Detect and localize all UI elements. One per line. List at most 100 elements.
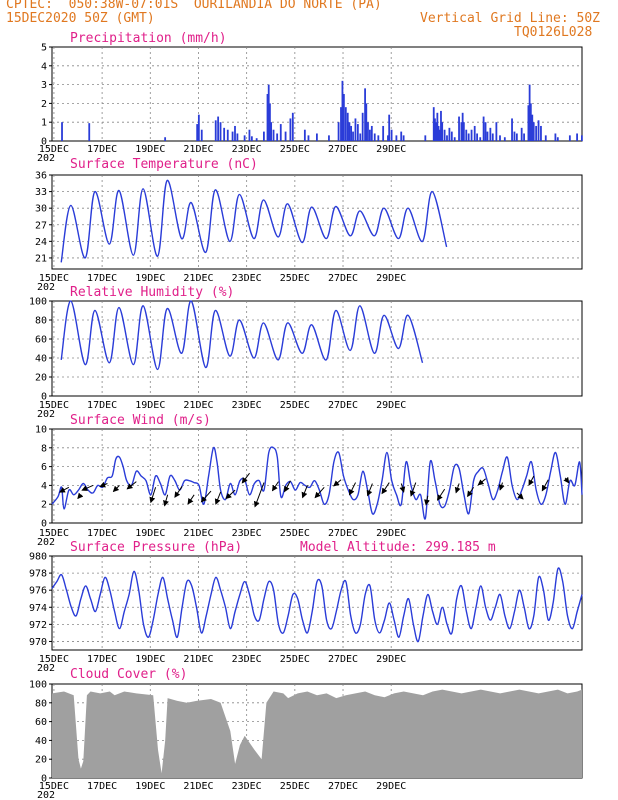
panel-title: Surface Wind (m/s) — [70, 413, 211, 428]
plot-frame — [51, 174, 583, 270]
x-tick-label: 29DEC — [376, 273, 406, 284]
precip-bar — [223, 127, 226, 141]
x-tick-label: 29DEC — [376, 654, 406, 665]
y-tick-label: 80 — [35, 698, 47, 709]
x-tick-label: 27DEC — [328, 654, 358, 665]
precip-bar — [435, 122, 438, 141]
header-date: 15DEC2020 50Z (GMT) — [6, 11, 155, 26]
wind-arrow — [424, 495, 430, 506]
x-tick-label: 27DEC — [328, 781, 358, 792]
precip-bar — [200, 129, 203, 141]
precip-bar — [356, 124, 359, 141]
y-tick-label: 10 — [35, 425, 47, 436]
x-year-label: 202 — [37, 282, 55, 293]
panel-subtitle: Model Altitude: 299.185 m — [300, 540, 496, 555]
x-tick-label: 19DEC — [135, 400, 165, 411]
precip-bar — [367, 122, 369, 141]
wind-arrow — [381, 482, 390, 495]
precip-bar — [441, 122, 444, 141]
precip-bar — [344, 107, 347, 141]
x-year-label: 202 — [37, 153, 55, 164]
precip-bar — [266, 94, 269, 141]
precip-bar — [568, 135, 571, 141]
precip-bar — [473, 125, 476, 141]
precip-bar — [424, 135, 427, 141]
header-grid-line: Vertical Grid Line: 50Z — [420, 11, 601, 26]
precip-bar — [350, 125, 353, 141]
panel-3: 15DEC 17DEC 19DEC 21DEC 23DEC 25DEC 27DEC 29DEC… — [35, 413, 583, 548]
precip-bar — [532, 122, 535, 141]
y-tick-label: 0 — [41, 774, 47, 785]
precip-bar — [476, 133, 479, 141]
panel-title: Relative Humidity (%) — [70, 285, 234, 300]
x-tick-label: 17DEC — [87, 144, 117, 155]
precip-bar — [479, 137, 482, 141]
y-tick-label: 4 — [41, 481, 47, 492]
precip-bar — [196, 124, 199, 141]
wind-arrow — [200, 490, 212, 503]
precip-bar — [460, 122, 463, 141]
y-tick-label: 972 — [29, 620, 47, 631]
wind-arrow — [528, 475, 535, 486]
x-tick-label: 15DEC — [39, 781, 69, 792]
y-tick-label: 36 — [35, 171, 47, 182]
y-tick-label: 40 — [35, 736, 47, 747]
wind-arrow — [99, 481, 108, 488]
precip-bar — [402, 135, 405, 141]
panel-5: 15DEC 17DEC 19DEC 21DEC 23DEC 25DEC 27DEC 29DEC… — [29, 667, 583, 800]
y-tick-label: 27 — [35, 220, 47, 231]
y-tick-label: 40 — [35, 354, 47, 365]
x-tick-label: 15DEC — [39, 400, 69, 411]
x-year-label: 202 — [37, 663, 55, 674]
wind-arrow — [454, 483, 461, 494]
precip-bar — [342, 94, 345, 141]
header-line1: CPTEC: 050:38W-07:01S OURILANDIA DO NORT… — [6, 0, 382, 12]
x-tick-label: 23DEC — [232, 144, 262, 155]
wind-arrow — [399, 483, 406, 493]
precip-bar — [289, 118, 292, 141]
precip-bar — [272, 129, 275, 141]
x-tick-label: 19DEC — [135, 528, 165, 539]
series-line — [60, 179, 448, 263]
precip-bar — [540, 125, 542, 141]
series-line — [60, 300, 424, 371]
precip-bar — [484, 122, 487, 141]
cloud-area — [52, 689, 582, 778]
panel-title: Precipitation (mm/h) — [70, 31, 227, 46]
x-tick-label: 19DEC — [135, 654, 165, 665]
x-tick-label: 25DEC — [280, 144, 310, 155]
precip-bar — [470, 129, 473, 141]
precip-bar — [236, 133, 239, 141]
x-tick-label: 21DEC — [183, 273, 213, 284]
y-tick-label: 6 — [41, 462, 47, 473]
precip-bar — [432, 107, 435, 141]
y-tick-label: 100 — [29, 680, 47, 691]
wind-arrow — [174, 486, 183, 498]
precip-bar — [197, 114, 200, 141]
precip-bar — [458, 116, 460, 141]
x-tick-label: 21DEC — [183, 781, 213, 792]
precip-bar — [535, 125, 538, 141]
precip-bar — [537, 120, 540, 141]
precip-bar — [390, 129, 393, 141]
y-tick-label: 5 — [41, 43, 47, 54]
x-tick-label: 23DEC — [232, 273, 262, 284]
wind-arrow — [314, 486, 325, 499]
y-tick-label: 2 — [41, 500, 47, 511]
wind-arrow — [214, 491, 222, 505]
x-year-label: 202 — [37, 537, 55, 548]
y-tick-label: 60 — [35, 335, 47, 346]
y-tick-label: 80 — [35, 316, 47, 327]
wind-arrow — [187, 494, 195, 505]
precip-bar — [365, 103, 368, 141]
y-tick-label: 24 — [35, 237, 47, 248]
y-tick-label: 60 — [35, 717, 47, 728]
x-tick-label: 27DEC — [328, 400, 358, 411]
precip-bar — [503, 137, 506, 141]
precip-bar — [248, 129, 251, 141]
x-tick-label: 21DEC — [183, 528, 213, 539]
wind-arrow — [126, 481, 137, 490]
x-tick-label: 17DEC — [87, 273, 117, 284]
wind-arrow — [241, 472, 250, 484]
x-tick-label: 23DEC — [232, 654, 262, 665]
